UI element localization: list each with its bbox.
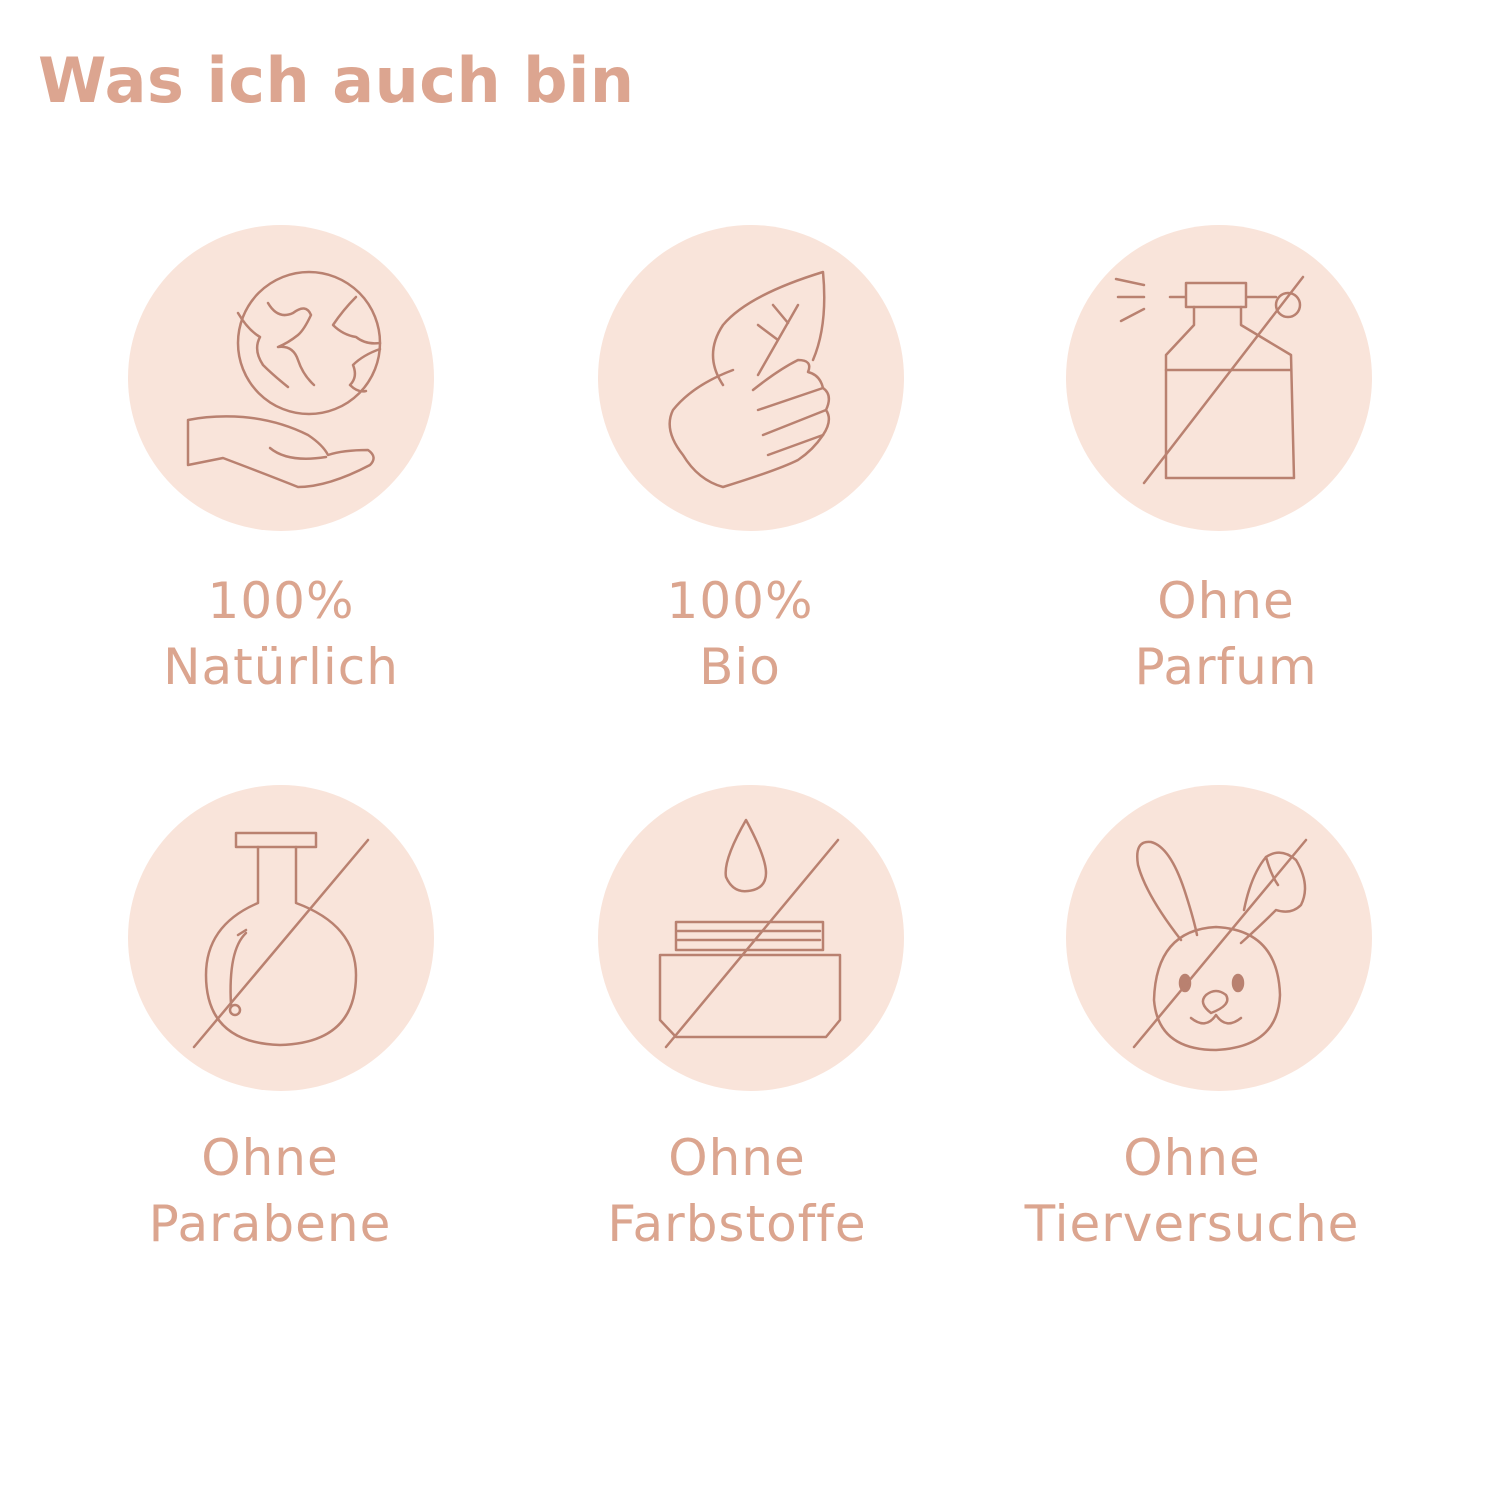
feature-label: Ohne Parfum — [1134, 572, 1318, 696]
feature-label: Ohne Parabene — [148, 1129, 392, 1253]
feature-label: 100% Natürlich — [163, 572, 399, 696]
feature-label: 100% Bio — [666, 572, 814, 696]
feature-label: Ohne Farbstoffe — [607, 1129, 867, 1253]
no-rabbit-icon — [1066, 785, 1372, 1091]
leaf-in-hand-icon — [598, 225, 904, 531]
feature-label: Ohne Tierversuche — [1024, 1129, 1360, 1253]
no-dye-jar-icon — [598, 785, 904, 1091]
page-title: Was ich auch bin — [38, 44, 635, 117]
no-flask-icon — [128, 785, 434, 1091]
no-perfume-spray-icon — [1066, 225, 1372, 531]
globe-in-hand-icon — [128, 225, 434, 531]
